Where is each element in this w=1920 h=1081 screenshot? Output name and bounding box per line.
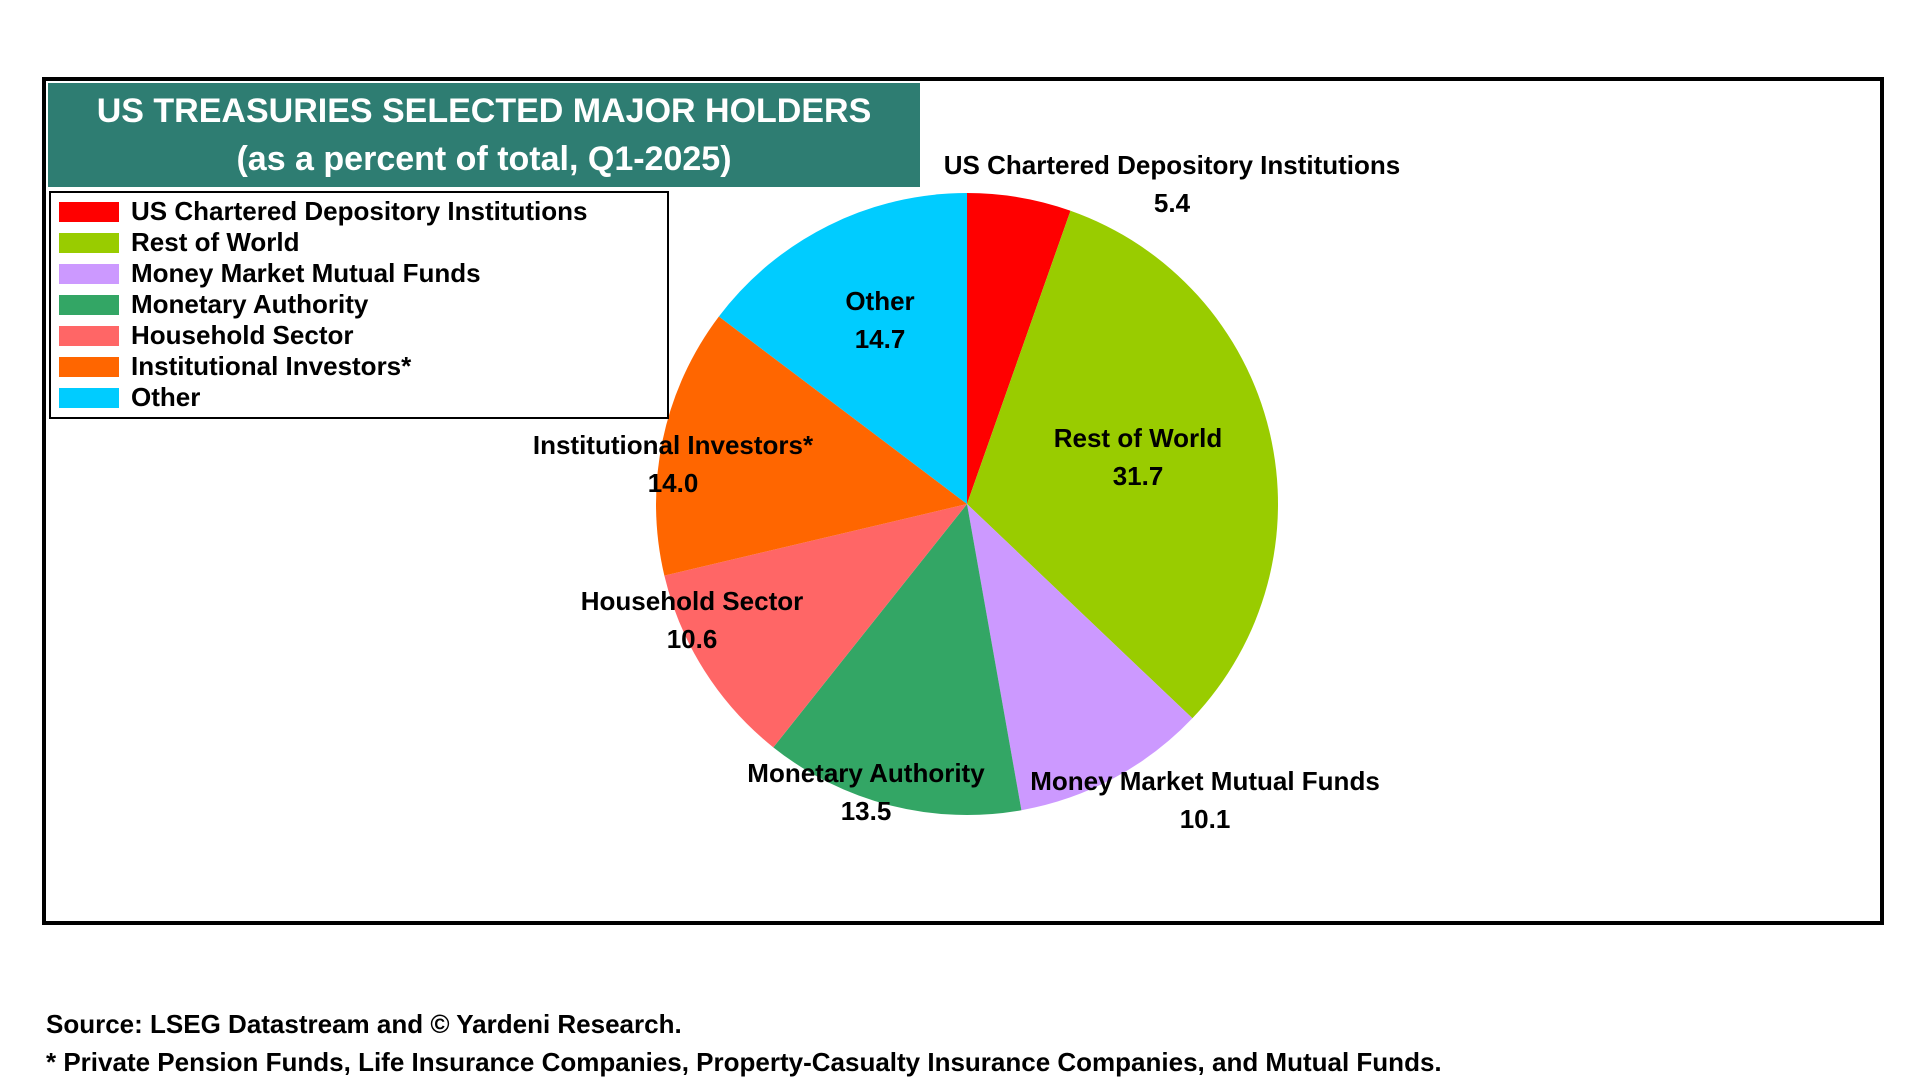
legend-label: Other (131, 382, 201, 412)
slice-value-label: 14.7 (855, 324, 906, 354)
chart-title: US TREASURIES SELECTED MAJOR HOLDERS (96, 92, 872, 130)
legend-swatch (59, 387, 119, 408)
legend-swatch (59, 325, 119, 346)
legend-swatch (59, 201, 119, 222)
legend-swatch (59, 356, 119, 377)
legend: US Chartered Depository Institutions Res… (49, 191, 669, 419)
pie-slice (656, 316, 967, 576)
slice-category-label: Rest of World (1054, 423, 1223, 453)
slice-category-label: US Chartered Depository Institutions (944, 150, 1401, 180)
pie-slice (664, 504, 967, 748)
slice-value-label: 5.4 (1154, 188, 1191, 218)
legend-item: Money Market Mutual Funds (51, 258, 667, 289)
legend-item: US Chartered Depository Institutions (51, 196, 667, 227)
legend-item: Institutional Investors* (51, 351, 667, 382)
legend-swatch (59, 263, 119, 284)
slice-category-label: Other (845, 286, 914, 316)
footnotes: Source: LSEG Datastream and © Yardeni Re… (46, 1005, 1442, 1081)
legend-label: Institutional Investors* (131, 351, 412, 381)
legend-label: Monetary Authority (131, 289, 369, 319)
legend-swatch (59, 294, 119, 315)
pie-slice (718, 193, 967, 504)
pie-slice (967, 504, 1193, 811)
slice-value-label: 10.6 (667, 624, 718, 654)
slice-category-label: Institutional Investors* (533, 430, 814, 460)
slice-category-label: Household Sector (581, 586, 803, 616)
legend-item: Other (51, 382, 667, 413)
legend-label: Money Market Mutual Funds (131, 258, 481, 288)
slice-category-label: Monetary Authority (747, 758, 985, 788)
source-note: Source: LSEG Datastream and © Yardeni Re… (46, 1009, 682, 1039)
legend-label: US Chartered Depository Institutions (131, 196, 588, 226)
pie-slice (967, 193, 1071, 504)
legend-swatch (59, 232, 119, 253)
chart-subtitle: (as a percent of total, Q1-2025) (236, 140, 732, 178)
slice-value-label: 10.1 (1180, 804, 1231, 834)
legend-label: Household Sector (131, 320, 354, 350)
legend-label: Rest of World (131, 227, 300, 257)
slice-value-label: 14.0 (648, 468, 699, 498)
legend-item: Monetary Authority (51, 289, 667, 320)
pie-slice (967, 210, 1278, 719)
slice-category-label: Money Market Mutual Funds (1030, 766, 1380, 796)
legend-item: Rest of World (51, 227, 667, 258)
slice-value-label: 13.5 (841, 796, 892, 826)
slice-value-label: 31.7 (1113, 461, 1164, 491)
legend-item: Household Sector (51, 320, 667, 351)
asterisk-note: * Private Pension Funds, Life Insurance … (46, 1047, 1442, 1077)
chart-title-box: US TREASURIES SELECTED MAJOR HOLDERS (as… (48, 83, 920, 187)
pie-slice (773, 504, 1022, 815)
